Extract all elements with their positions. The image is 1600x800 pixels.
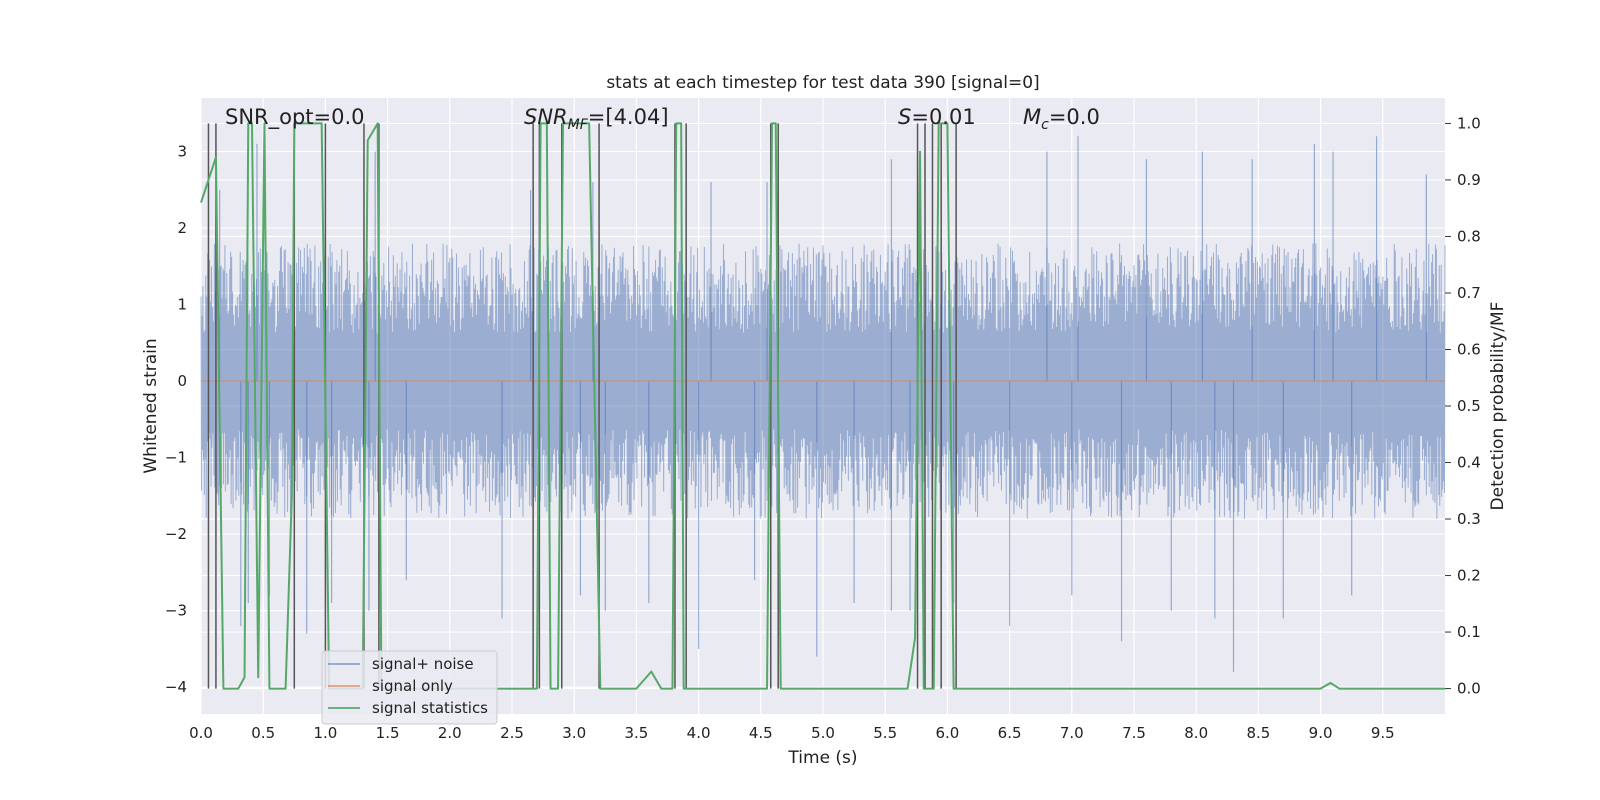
y2-ticks: 0.0 0.1 0.2 0.3 0.4 0.5 0.6 0.7 0.8 0.9 1.0: [1445, 114, 1481, 698]
x-tick-label: 6.5: [998, 724, 1022, 742]
x-tick-label: 2.5: [500, 724, 524, 742]
x-tick-label: 5.0: [811, 724, 835, 742]
y-tick-label: 3: [177, 143, 187, 161]
y2-tick-label: 0.6: [1457, 340, 1481, 358]
x-tick-label: 0.5: [251, 724, 275, 742]
x-tick-label: 7.0: [1060, 724, 1084, 742]
y2-tick-label: 0.5: [1457, 397, 1481, 415]
y2-tick-label: 1.0: [1457, 114, 1481, 132]
x-tick-label: 1.0: [313, 724, 337, 742]
x-tick-label: 4.0: [687, 724, 711, 742]
x-tick-label: 2.0: [438, 724, 462, 742]
y-ticks: −4 −3 −2 −1 0 1 2 3: [165, 143, 187, 697]
y-tick-label: 0: [177, 372, 187, 390]
y2-tick-label: 0.8: [1457, 227, 1481, 245]
y2-tick-label: 0.0: [1457, 680, 1481, 698]
x-tick-label: 9.0: [1309, 724, 1333, 742]
y-tick-label: 2: [177, 219, 187, 237]
legend: signal+ noise signal only signal statist…: [321, 650, 498, 725]
legend-label-stats: signal statistics: [372, 699, 488, 717]
y2-tick-label: 0.2: [1457, 567, 1481, 585]
y-axis-label: Whitened strain: [141, 338, 161, 473]
annotation-mc: Mc=0.0: [1023, 105, 1100, 133]
legend-box: [321, 650, 498, 725]
annotation-snr-opt: SNR_opt=0.0: [225, 105, 365, 130]
legend-label-noise: signal+ noise: [372, 655, 474, 673]
x-tick-label: 9.5: [1371, 724, 1395, 742]
x-tick-label: 5.5: [873, 724, 897, 742]
y-tick-label: −4: [165, 678, 187, 696]
noise-trace: [200, 136, 1446, 672]
y-tick-label: 1: [177, 296, 187, 314]
x-tick-label: 3.5: [624, 724, 648, 742]
x-tick-label: 7.5: [1122, 724, 1146, 742]
chart-title: stats at each timestep for test data 390…: [606, 73, 1039, 93]
x-tick-label: 0.0: [189, 724, 213, 742]
x-tick-label: 1.5: [376, 724, 400, 742]
annotations: SNR_opt=0.0 SNRMF=[4.04] S=0.01 Mc=0.0: [225, 105, 1100, 133]
x-axis-label: Time (s): [787, 748, 857, 768]
x-tick-label: 6.0: [935, 724, 959, 742]
y2-tick-label: 0.7: [1457, 284, 1481, 302]
y-tick-label: −2: [165, 525, 187, 543]
stats-path: [200, 122, 1445, 690]
x-tick-label: 4.5: [749, 724, 773, 742]
x-tick-label: 8.0: [1184, 724, 1208, 742]
x-tick-label: 3.0: [562, 724, 586, 742]
y2-tick-label: 0.1: [1457, 623, 1481, 641]
x-ticks: 0.0 0.5 1.0 1.5 2.0 2.5 3.0 3.5 4.0 4.5 5.0 5.5 6.0 6…: [189, 724, 1395, 742]
noise-path: [200, 243, 1446, 519]
annotation-s: S=0.01: [898, 105, 976, 129]
y2-tick-label: 0.3: [1457, 510, 1481, 528]
y2-axis-label: Detection probability/MF: [1488, 302, 1508, 511]
x-tick-label: 8.5: [1246, 724, 1270, 742]
annotation-snr-mf: SNRMF=[4.04]: [524, 105, 669, 133]
stats-line: [200, 122, 1445, 690]
y-tick-label: −3: [165, 602, 187, 620]
y2-tick-label: 0.4: [1457, 454, 1481, 472]
y2-tick-label: 0.9: [1457, 171, 1481, 189]
y-tick-label: −1: [165, 449, 187, 467]
legend-label-signal: signal only: [372, 677, 453, 695]
